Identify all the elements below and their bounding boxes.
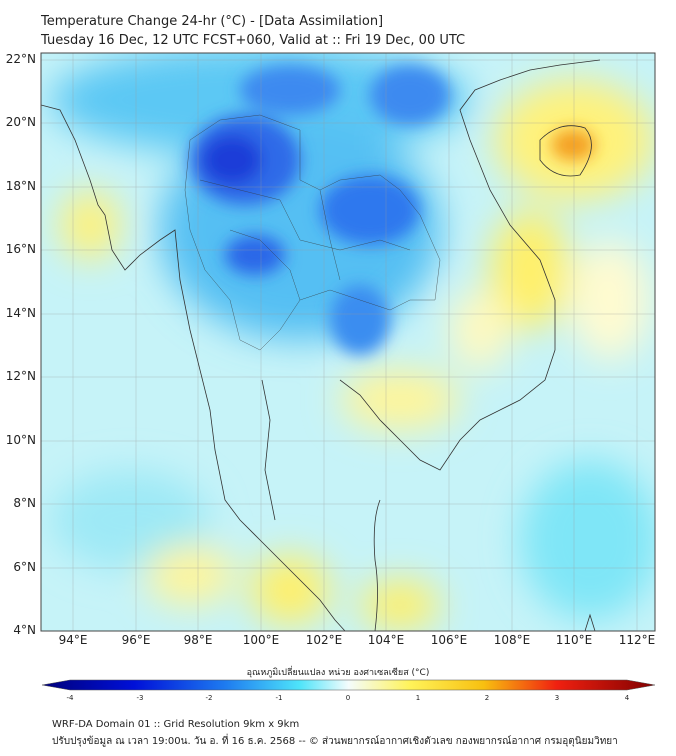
colorbar-tick: -3 bbox=[136, 694, 144, 702]
lon-label: 104°E bbox=[367, 633, 405, 647]
lon-label: 110°E bbox=[555, 633, 593, 647]
title-line: Temperature Change 24-hr (°C) - [Data As… bbox=[41, 14, 384, 29]
lat-label: 12°N bbox=[5, 369, 36, 383]
lat-label: 22°N bbox=[5, 52, 36, 66]
footer-credit: ปรับปรุงข้อมูล ณ เวลา 19:00น. วัน อ. ที่… bbox=[52, 736, 618, 747]
colorbar bbox=[41, 679, 656, 691]
map-frame bbox=[40, 52, 656, 632]
lat-label: 20°N bbox=[5, 115, 36, 129]
field-layer bbox=[41, 53, 655, 631]
lon-label: 100°E bbox=[242, 633, 280, 647]
lat-label: 6°N bbox=[13, 560, 36, 574]
colorbar-tick: 1 bbox=[415, 694, 421, 702]
lon-label: 96°E bbox=[121, 633, 151, 647]
colorbar-gradient bbox=[41, 679, 656, 691]
colorbar-label: อุณหภูมิเปลี่ยนแปลง หน่วย องศาเซลเซียส (… bbox=[246, 668, 430, 678]
lon-label: 106°E bbox=[430, 633, 468, 647]
colorbar-tick: -2 bbox=[205, 694, 213, 702]
colorbar-tick: 4 bbox=[624, 694, 630, 702]
lon-label: 98°E bbox=[183, 633, 213, 647]
lat-label: 8°N bbox=[13, 496, 36, 510]
colorbar-tick: -4 bbox=[66, 694, 74, 702]
colorbar-tick: -1 bbox=[275, 694, 283, 702]
lat-label: 18°N bbox=[5, 179, 36, 193]
lon-label: 94°E bbox=[58, 633, 88, 647]
lat-label: 16°N bbox=[5, 242, 36, 256]
lat-label: 14°N bbox=[5, 306, 36, 320]
subtitle-line: Tuesday 16 Dec, 12 UTC FCST+060, Valid a… bbox=[41, 33, 466, 48]
footer-domain-info: WRF-DA Domain 01 :: Grid Resolution 9km … bbox=[52, 719, 300, 730]
graticule bbox=[41, 53, 655, 631]
hainan-coast bbox=[539, 125, 592, 177]
colorbar-tick: 0 bbox=[345, 694, 351, 702]
colorbar-tick: 2 bbox=[484, 694, 490, 702]
lon-label: 102°E bbox=[305, 633, 343, 647]
colorbar-tick: 3 bbox=[554, 694, 560, 702]
lon-label: 108°E bbox=[493, 633, 531, 647]
lat-label: 4°N bbox=[13, 623, 36, 637]
map-title: Temperature Change 24-hr (°C) - [Data As… bbox=[41, 12, 465, 50]
coastlines bbox=[41, 59, 601, 631]
lon-label: 112°E bbox=[618, 633, 656, 647]
admin-borders bbox=[184, 114, 441, 351]
lat-label: 10°N bbox=[5, 433, 36, 447]
